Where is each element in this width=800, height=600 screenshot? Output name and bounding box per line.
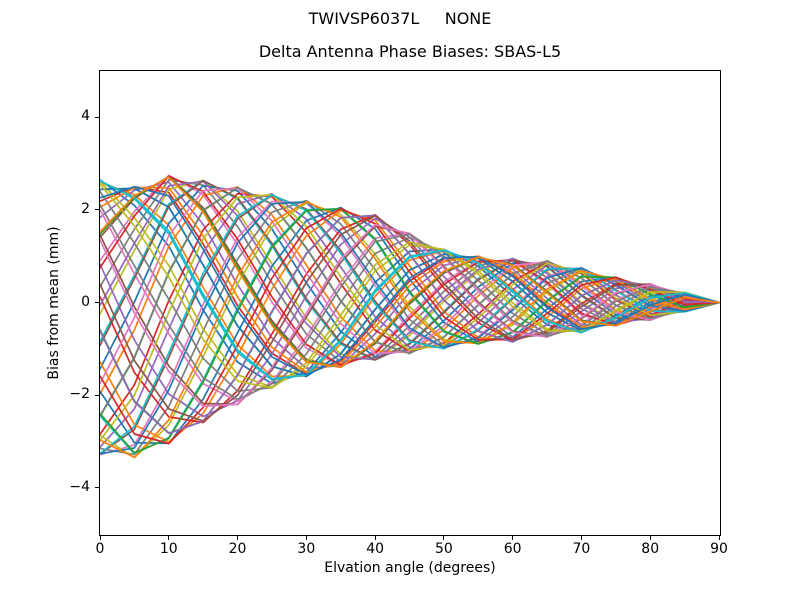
x-tick-label: 60: [503, 541, 522, 557]
series-line: [100, 180, 720, 380]
y-tick-label: −2: [69, 386, 90, 403]
x-tick-label: 70: [572, 541, 591, 557]
y-tick: [95, 302, 99, 303]
x-tick-label: 80: [641, 541, 660, 557]
series-line: [100, 214, 720, 422]
x-tick-label: 50: [434, 541, 453, 557]
axes-title: Delta Antenna Phase Biases: SBAS-L5: [258, 42, 562, 61]
x-tick: [718, 536, 720, 540]
x-tick: [649, 536, 651, 540]
x-axis-label: Elvation angle (degrees): [324, 560, 496, 576]
series-lines-svg: [100, 174, 720, 459]
x-tick-label: 0: [95, 541, 105, 557]
y-tick: [95, 394, 99, 396]
series-line: [100, 203, 720, 401]
x-tick: [580, 536, 582, 540]
y-tick: [95, 116, 99, 118]
series-line: [100, 184, 720, 370]
x-tick: [168, 536, 170, 540]
x-tick: [374, 536, 376, 540]
series-line: [100, 193, 720, 455]
y-tick-label: 0: [81, 293, 90, 310]
x-tick: [512, 536, 514, 540]
series-line: [100, 207, 720, 445]
y-tick-label: −4: [69, 478, 90, 495]
x-tick: [237, 536, 239, 540]
x-tick: [99, 536, 101, 540]
x-tick-label: 40: [366, 541, 385, 557]
series-line: [100, 176, 720, 368]
series-line: [100, 183, 720, 389]
series-line: [100, 186, 720, 417]
plot-area: [99, 70, 721, 536]
x-tick-label: 90: [710, 541, 728, 557]
y-tick: [95, 209, 99, 211]
x-tick-label: 10: [159, 541, 178, 557]
x-tick: [443, 536, 445, 540]
x-tick-label: 20: [228, 541, 247, 557]
x-tick-label: 30: [297, 541, 316, 557]
y-tick-label: 4: [81, 108, 90, 125]
figure-suptitle: TWIVSP6037L NONE: [308, 9, 492, 28]
x-tick: [305, 536, 307, 540]
series-line: [100, 185, 720, 376]
y-tick-label: 2: [81, 200, 90, 217]
y-tick: [95, 487, 99, 489]
series-line: [100, 192, 720, 449]
series-line: [100, 194, 720, 442]
series-line: [100, 187, 720, 385]
